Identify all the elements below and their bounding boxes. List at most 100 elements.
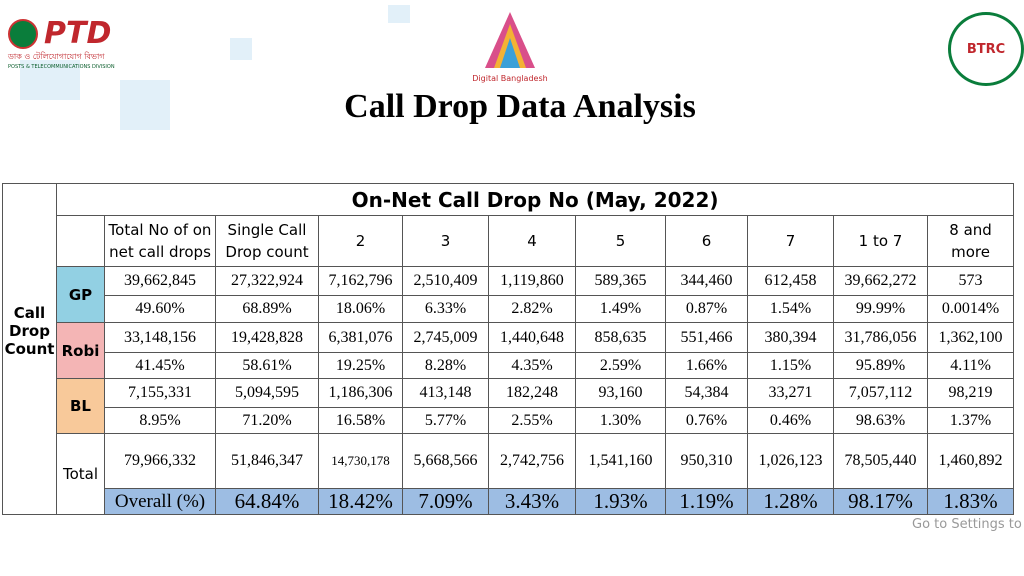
data-table: Call Drop Count On-Net Call Drop No (May,… xyxy=(2,183,1015,515)
table-cell: 612,458 xyxy=(747,266,834,296)
table-row: Total No of on net call drops Single Call… xyxy=(3,215,1015,267)
table-cell: 1.66% xyxy=(665,352,748,379)
table-cell: On-Net Call Drop No (May, 2022) xyxy=(55,183,1015,216)
table-row: GP 39,662,845 27,322,924 7,162,796 2,510,409… xyxy=(3,266,1015,323)
table-cell: 0.0014% xyxy=(926,295,1015,323)
logo-graphic xyxy=(485,12,535,68)
table-cell: 7 xyxy=(747,215,834,267)
logo-left: PTD ডাক ও টেলিযোগাযোগ বিভাগ POSTS & TELE… xyxy=(8,16,118,70)
table-cell: Total xyxy=(56,433,105,515)
table-row: BL 7,155,331 5,094,595 1,186,306 413,148 182,… xyxy=(3,378,1015,434)
table-row: 41.45% 58.61% 19.25% 8.28% 4.35% 2.59% 1.66% 1.… xyxy=(3,352,1015,379)
table-cell: Single Call Drop count xyxy=(215,215,319,267)
table-cell: 5,094,595 xyxy=(215,378,319,408)
table-cell: 1.30% xyxy=(575,407,666,434)
table-cell: Robi xyxy=(56,322,105,379)
table-cell: 2,745,009 xyxy=(402,322,489,353)
table-cell: 5 xyxy=(575,215,666,267)
table-cell: Call Drop Count xyxy=(2,183,57,515)
table-cell: 14,730,178 xyxy=(318,433,403,489)
table-cell: 1.19% xyxy=(665,488,748,515)
table-cell: 344,460 xyxy=(665,266,748,296)
table-row: Call Drop Count On-Net Call Drop No (May,… xyxy=(2,183,1015,515)
table-cell: 51,846,347 xyxy=(215,433,319,489)
table-cell: 98.17% xyxy=(833,488,928,515)
table-cell: 99.99% xyxy=(833,295,928,323)
table-cell: 7,162,796 xyxy=(318,266,403,296)
table-cell: 858,635 xyxy=(575,322,666,353)
table-cell: 7,057,112 xyxy=(833,378,928,408)
title: Call Drop Data Analysis xyxy=(344,88,696,125)
table-cell: 8 and more xyxy=(926,215,1015,267)
table-cell: 4 xyxy=(488,215,576,267)
table-cell: 6.33% xyxy=(402,295,489,323)
table-cell: 68.89% xyxy=(215,295,319,323)
table-cell: 2 xyxy=(318,215,403,267)
table-cell: 1,026,123 xyxy=(747,433,834,489)
table-cell: 413,148 xyxy=(402,378,489,408)
table-cell: 1,440,648 xyxy=(488,322,576,353)
table-cell: BL xyxy=(56,378,105,434)
table-cell: 93,160 xyxy=(575,378,666,408)
table-cell: 98,219 xyxy=(926,378,1015,408)
table-cell: 3 xyxy=(402,215,489,267)
table-cell: 19,428,828 xyxy=(215,322,319,353)
table-cell: 16.58% xyxy=(318,407,403,434)
table-cell: 3.43% xyxy=(488,488,576,515)
table-row: Total 79,966,332 51,846,347 14,730,178 5,668… xyxy=(3,433,1015,515)
table-cell: 49.60% xyxy=(104,295,216,323)
decor xyxy=(120,80,170,130)
table-cell: 58.61% xyxy=(215,352,319,379)
table-cell: 19.25% xyxy=(318,352,403,379)
watermark: Go to Settings to xyxy=(912,517,1022,532)
table-cell: 0.87% xyxy=(665,295,748,323)
table-cell: 33,271 xyxy=(747,378,834,408)
logo-center: Digital Bangladesh xyxy=(470,10,550,83)
table-cell: 98.63% xyxy=(833,407,928,434)
table-cell: 31,786,056 xyxy=(833,322,928,353)
table-cell: 95.89% xyxy=(833,352,928,379)
table-cell: 27,322,924 xyxy=(215,266,319,296)
decor xyxy=(230,38,252,60)
table-cell xyxy=(56,215,105,267)
table-cell: 78,505,440 xyxy=(833,433,928,489)
logo-caption: Digital Bangladesh xyxy=(472,74,548,83)
table-cell: 18.42% xyxy=(318,488,403,515)
logo-caption: POSTS & TELECOMMUNICATIONS DIVISION xyxy=(8,64,115,70)
logo-text: PTD xyxy=(44,16,112,51)
table-cell: 2.82% xyxy=(488,295,576,323)
table-cell: 39,662,845 xyxy=(104,266,216,296)
table-cell: 5,668,566 xyxy=(402,433,489,489)
table-cell: 1,362,100 xyxy=(926,322,1015,353)
table-cell: 18.06% xyxy=(318,295,403,323)
table-cell: GP xyxy=(56,266,105,323)
table-cell: 573 xyxy=(926,266,1015,296)
table-cell: 1.37% xyxy=(926,407,1015,434)
table-cell: 7,155,331 xyxy=(104,378,216,408)
decor xyxy=(20,60,80,100)
table-cell: 6,381,076 xyxy=(318,322,403,353)
table-cell: 33,148,156 xyxy=(104,322,216,353)
table-cell: 1.54% xyxy=(747,295,834,323)
table-cell: 5.77% xyxy=(402,407,489,434)
table-cell: 7.09% xyxy=(402,488,489,515)
decor xyxy=(388,5,410,23)
table-cell: 4.35% xyxy=(488,352,576,379)
table-cell: 2.55% xyxy=(488,407,576,434)
table-cell: 1,460,892 xyxy=(926,433,1015,489)
table-cell: 1,186,306 xyxy=(318,378,403,408)
table-cell: 2,742,756 xyxy=(488,433,576,489)
table-cell: 1,541,160 xyxy=(575,433,666,489)
emblem xyxy=(8,18,38,49)
table-cell: 71.20% xyxy=(215,407,319,434)
table-cell: 54,384 xyxy=(665,378,748,408)
table-cell: 2,510,409 xyxy=(402,266,489,296)
table-cell: 8.95% xyxy=(104,407,216,434)
table-cell: Overall (%) xyxy=(104,488,216,515)
table-row: 49.60% 68.89% 18.06% 6.33% 2.82% 1.49% 0.87% 1.… xyxy=(3,295,1015,323)
table-cell: 1,119,860 xyxy=(488,266,576,296)
table-cell: 1 to 7 xyxy=(833,215,928,267)
table-cell: 6 xyxy=(665,215,748,267)
table-cell: 0.76% xyxy=(665,407,748,434)
